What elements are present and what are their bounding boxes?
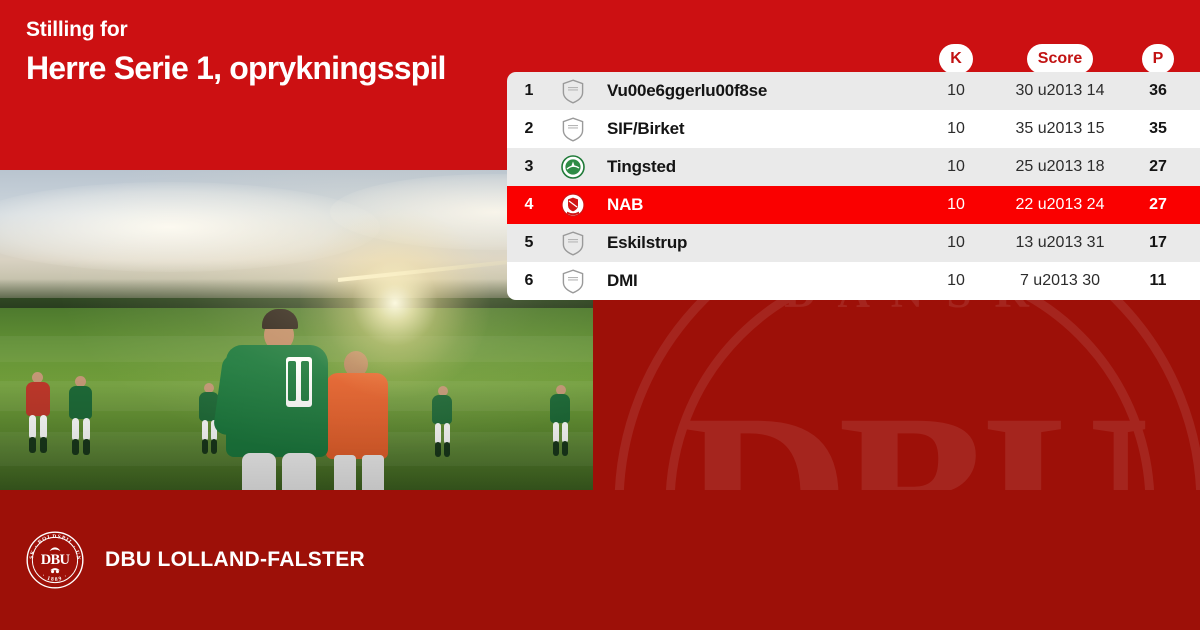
standings-table: 1 Vu00e6ggerlu00f8se 10 30 u2013 14 36 2… bbox=[507, 72, 1200, 300]
footer-bar: DANSK · BOLDSPIL · UNION · 1889 · DBU DB… bbox=[0, 490, 1200, 630]
dbu-logo-icon: DANSK · BOLDSPIL · UNION · 1889 · DBU bbox=[23, 527, 84, 589]
team-name: SIF/Birket bbox=[607, 119, 685, 138]
footer-org-name: DBU LOLLAND-FALSTER bbox=[105, 548, 366, 571]
header-text-block: Stilling for Herre Serie 1, oprykningssp… bbox=[26, 18, 496, 87]
row-points: 27 bbox=[1149, 158, 1167, 175]
row-matches: 10 bbox=[947, 234, 965, 251]
row-matches: 10 bbox=[947, 196, 965, 213]
column-header-p[interactable]: P bbox=[1141, 44, 1175, 74]
team-name: Tingsted bbox=[607, 157, 676, 176]
shield-placeholder-icon bbox=[551, 78, 595, 104]
row-matches: 10 bbox=[947, 272, 965, 289]
row-points: 36 bbox=[1149, 82, 1167, 99]
row-position: 3 bbox=[524, 158, 534, 175]
row-position: 6 bbox=[524, 272, 534, 289]
team-name: Eskilstrup bbox=[607, 233, 688, 252]
shield-placeholder-icon bbox=[551, 230, 595, 256]
column-header-score[interactable]: Score bbox=[1026, 44, 1094, 74]
table-row[interactable]: 3 Tingsted 10 25 u2013 18 27 bbox=[507, 148, 1200, 186]
row-position: 1 bbox=[524, 82, 534, 99]
row-position: 5 bbox=[524, 234, 534, 251]
svg-text:· 1889 ·: · 1889 · bbox=[41, 573, 70, 583]
row-points: 27 bbox=[1149, 196, 1167, 213]
table-row[interactable]: 2 SIF/Birket 10 35 u2013 15 35 bbox=[507, 110, 1200, 148]
shield-placeholder-icon bbox=[551, 268, 595, 294]
table-row[interactable]: 5 Eskilstrup 10 13 u2013 31 17 bbox=[507, 224, 1200, 262]
row-position: 4 bbox=[524, 196, 534, 213]
row-points: 35 bbox=[1149, 120, 1167, 137]
row-score: 25 u2013 18 bbox=[1015, 158, 1105, 175]
header-kicker: Stilling for bbox=[26, 18, 128, 41]
row-score: 13 u2013 31 bbox=[1015, 234, 1105, 251]
tingsted-crest-icon bbox=[551, 155, 595, 179]
row-score: 22 u2013 24 bbox=[1015, 196, 1105, 213]
svg-text:DBU: DBU bbox=[41, 552, 71, 568]
table-row[interactable]: 6 DMI 10 7 u2013 30 11 bbox=[507, 262, 1200, 300]
row-position: 2 bbox=[524, 120, 534, 137]
nab-crest-icon bbox=[551, 193, 595, 217]
row-matches: 10 bbox=[947, 158, 965, 175]
page-title: Herre Serie 1, oprykningsspil bbox=[26, 50, 446, 87]
shield-placeholder-icon bbox=[551, 116, 595, 142]
row-score: 30 u2013 14 bbox=[1015, 82, 1105, 99]
team-name: DMI bbox=[607, 271, 638, 290]
row-matches: 10 bbox=[947, 82, 965, 99]
row-points: 11 bbox=[1149, 272, 1167, 289]
table-row[interactable]: 1 Vu00e6ggerlu00f8se 10 30 u2013 14 36 bbox=[507, 72, 1200, 110]
row-score: 35 u2013 15 bbox=[1015, 120, 1105, 137]
team-name: NAB bbox=[607, 195, 644, 214]
table-row-highlighted[interactable]: 4 NAB 10 22 u2013 24 27 bbox=[507, 186, 1200, 224]
team-name: Vu00e6ggerlu00f8se bbox=[607, 81, 768, 100]
row-score: 7 u2013 30 bbox=[1019, 272, 1101, 289]
column-header-k[interactable]: K bbox=[939, 44, 973, 74]
match-photo bbox=[0, 170, 593, 490]
row-points: 17 bbox=[1149, 234, 1167, 251]
table-column-headers: K Score P bbox=[507, 44, 1200, 74]
row-matches: 10 bbox=[947, 120, 965, 137]
